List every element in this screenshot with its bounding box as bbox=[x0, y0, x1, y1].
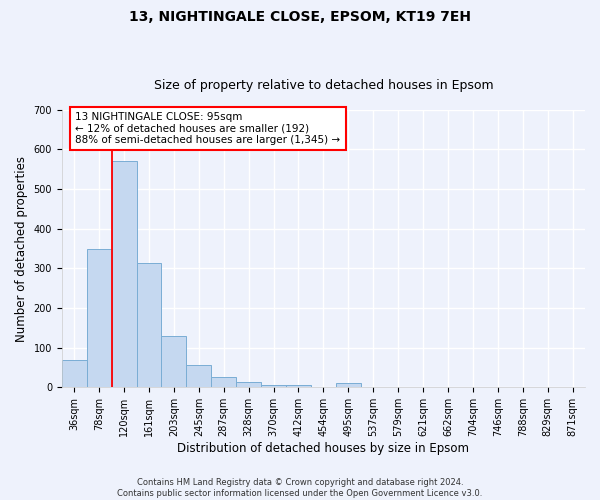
Bar bbox=[236, 382, 261, 388]
Bar bbox=[86, 248, 112, 388]
Bar bbox=[336, 384, 361, 388]
Bar bbox=[62, 360, 86, 388]
Bar bbox=[112, 162, 137, 388]
Text: 13, NIGHTINGALE CLOSE, EPSOM, KT19 7EH: 13, NIGHTINGALE CLOSE, EPSOM, KT19 7EH bbox=[129, 10, 471, 24]
Bar bbox=[161, 336, 187, 388]
X-axis label: Distribution of detached houses by size in Epsom: Distribution of detached houses by size … bbox=[178, 442, 469, 455]
Text: Contains HM Land Registry data © Crown copyright and database right 2024.
Contai: Contains HM Land Registry data © Crown c… bbox=[118, 478, 482, 498]
Y-axis label: Number of detached properties: Number of detached properties bbox=[15, 156, 28, 342]
Bar bbox=[261, 384, 286, 388]
Bar bbox=[286, 384, 311, 388]
Bar bbox=[137, 264, 161, 388]
Bar bbox=[211, 378, 236, 388]
Bar bbox=[187, 365, 211, 388]
Title: Size of property relative to detached houses in Epsom: Size of property relative to detached ho… bbox=[154, 79, 493, 92]
Text: 13 NIGHTINGALE CLOSE: 95sqm
← 12% of detached houses are smaller (192)
88% of se: 13 NIGHTINGALE CLOSE: 95sqm ← 12% of det… bbox=[76, 112, 341, 145]
